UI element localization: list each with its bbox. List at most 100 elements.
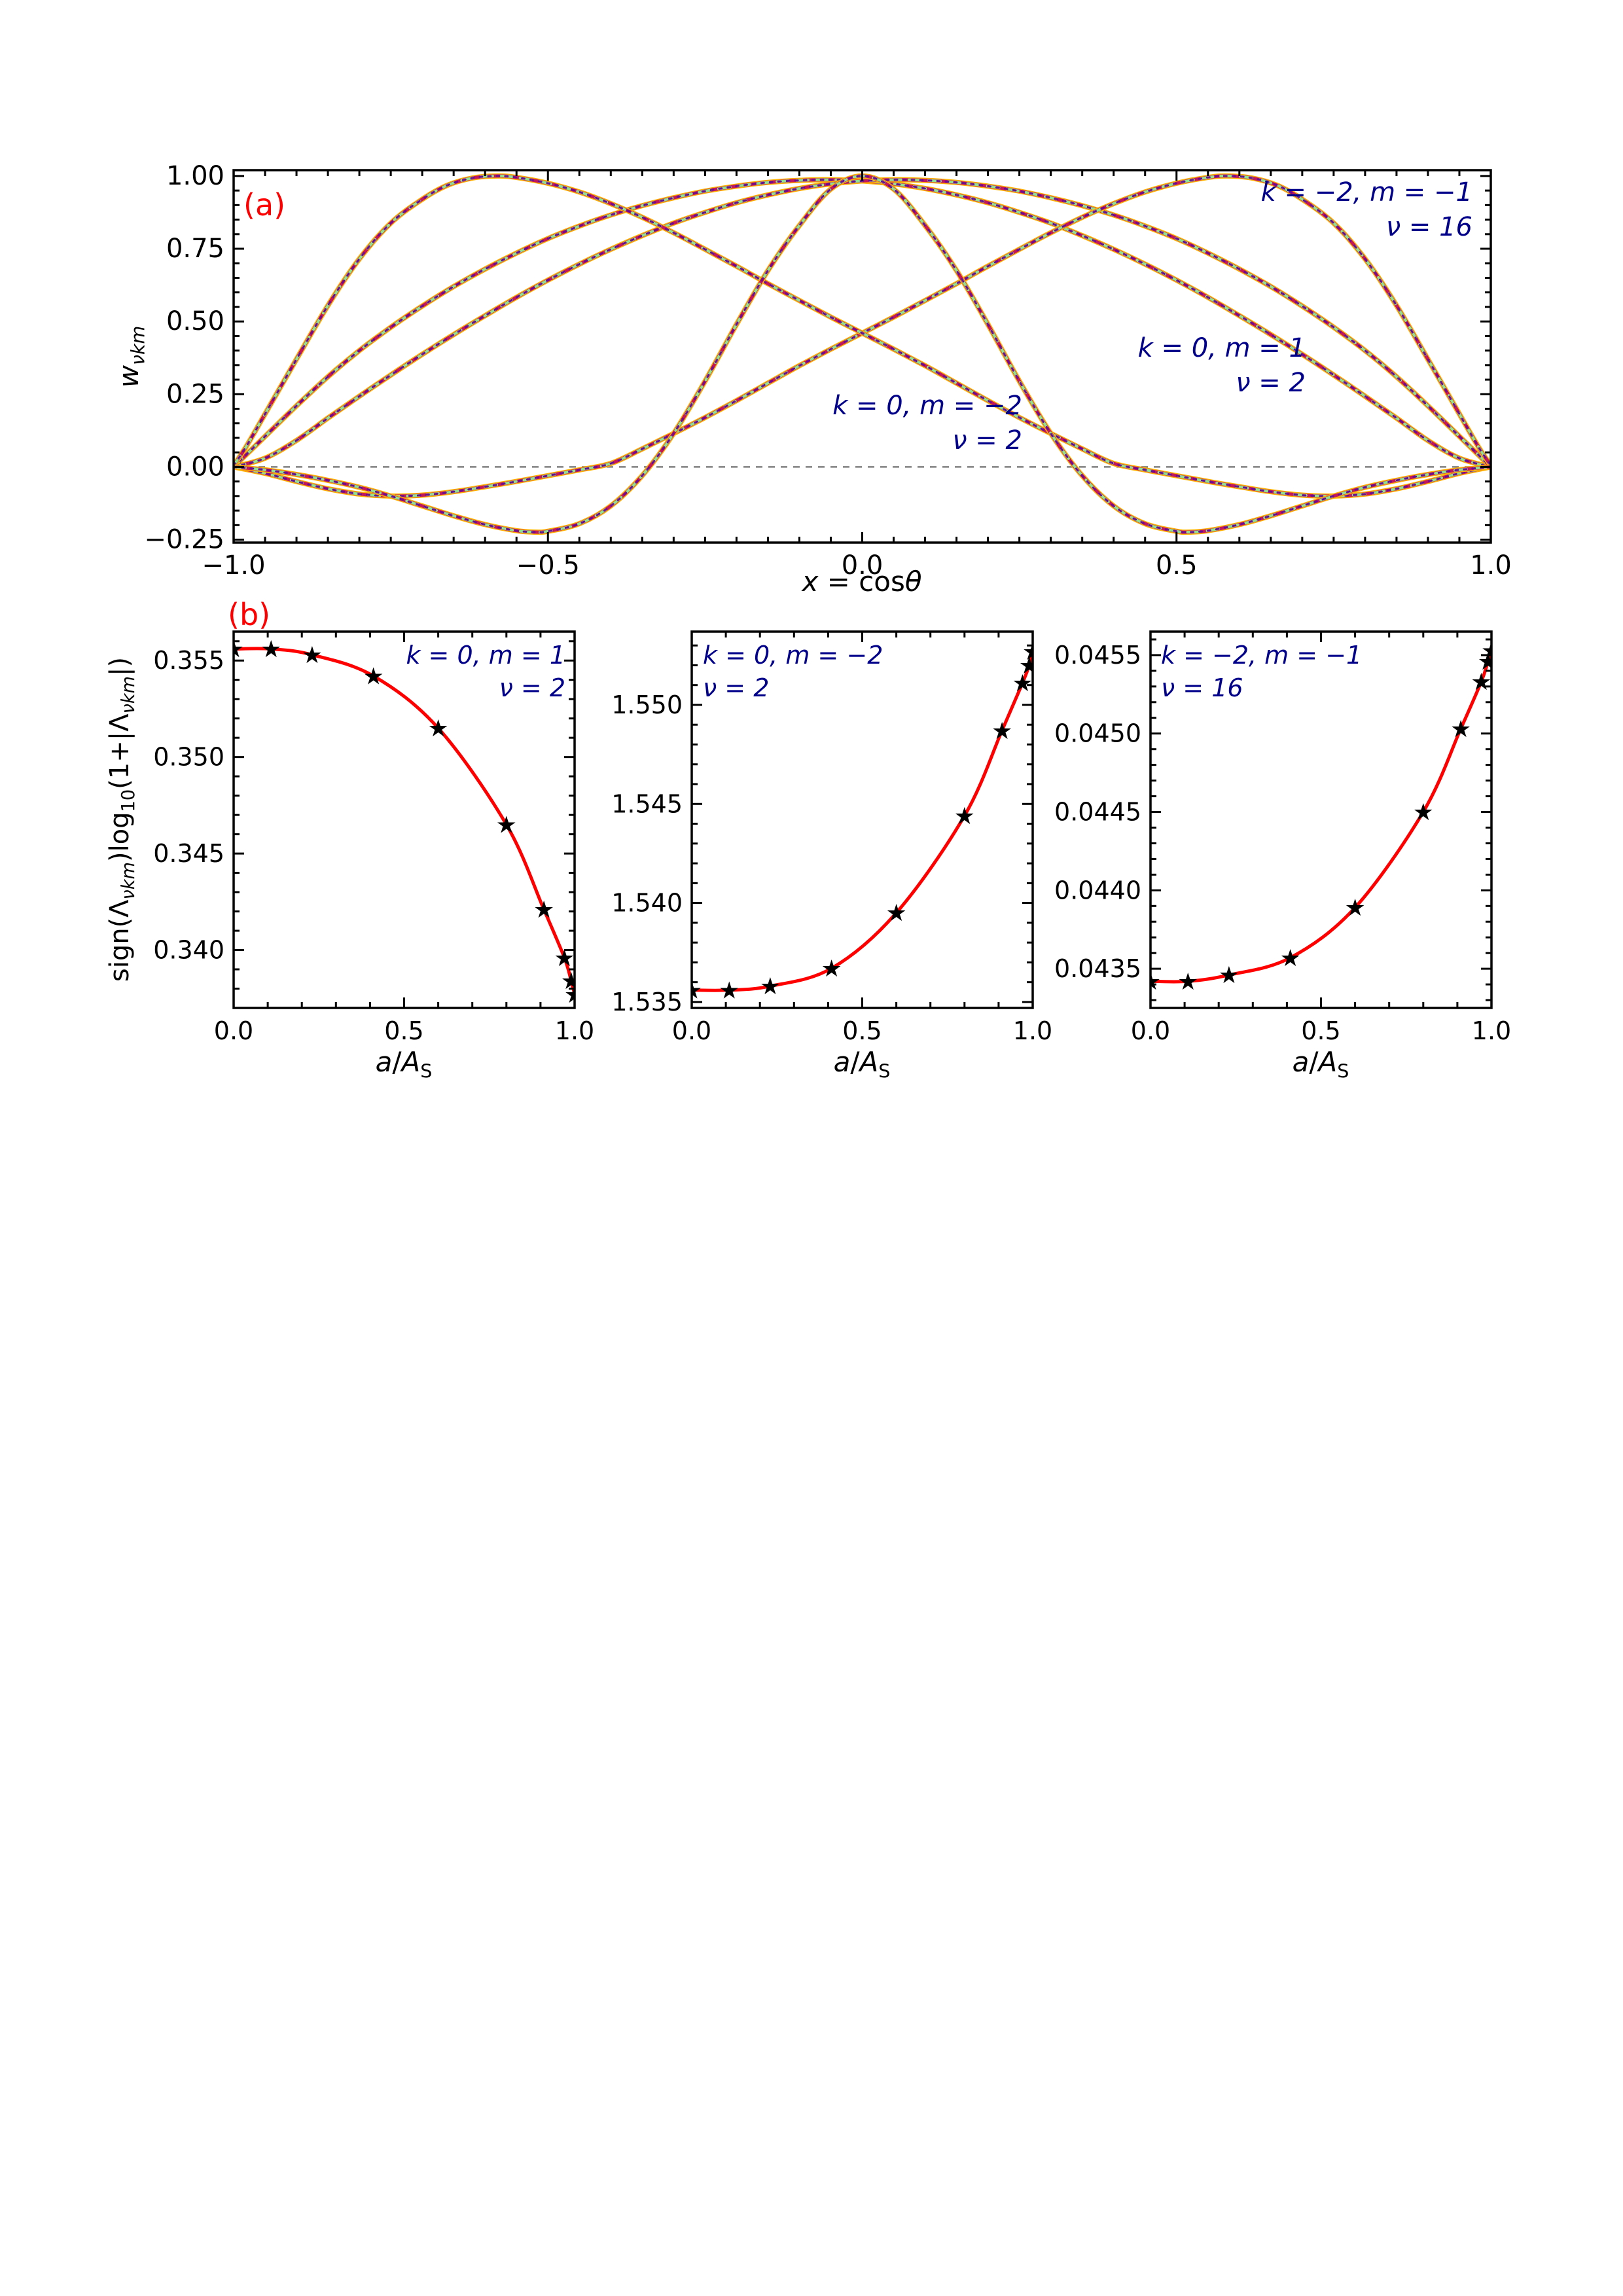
star-marker: ★	[1344, 895, 1365, 922]
annotation-line: ν = 2	[952, 425, 1022, 456]
star-marker: ★	[1413, 799, 1434, 826]
annotation-b3: k = −2, m = −1 ν = 16	[1161, 639, 1362, 704]
star-marker: ★	[681, 977, 702, 1004]
xlabel-a: a	[833, 1046, 851, 1078]
svg-text:0.5: 0.5	[1156, 550, 1198, 581]
svg-text:0.00: 0.00	[166, 452, 224, 482]
annotation-line: k = −2, m = −1	[1161, 641, 1363, 670]
star-marker: ★	[1019, 653, 1040, 679]
annotation-a-k0-m-2: k = 0, m = −2 ν = 2	[832, 389, 1022, 458]
svg-text:0.75: 0.75	[166, 234, 224, 264]
star-marker: ★	[760, 973, 781, 1000]
series-k-2-m-1-nu-16-bell	[234, 173, 1491, 499]
star-marker: ★	[821, 956, 842, 982]
svg-text:1.0: 1.0	[555, 1016, 594, 1045]
svg-text:0.5: 0.5	[1301, 1016, 1340, 1045]
svg-text:0.5: 0.5	[384, 1016, 423, 1045]
svg-text:1.0: 1.0	[1470, 550, 1512, 581]
svg-text:−1.0: −1.0	[202, 550, 265, 581]
star-marker: ★	[885, 900, 906, 927]
star-marker: ★	[1471, 669, 1491, 696]
panel-b2-xlabel: a/AS	[764, 1046, 960, 1082]
ylabel-lambda: (1+|Λ	[105, 713, 135, 789]
annotation-a-k0-m1: k = 0, m = 1 ν = 2	[1138, 331, 1306, 401]
xlabel-A: A	[1318, 1046, 1338, 1078]
svg-text:0.0455: 0.0455	[1054, 641, 1141, 670]
fit-curve	[692, 651, 1033, 992]
annotation-line: ν = 16	[1385, 211, 1472, 242]
svg-text:1.0: 1.0	[1472, 1016, 1511, 1045]
panel-a-xlabel: x = cosθ	[731, 565, 993, 598]
svg-text:1.0: 1.0	[1013, 1016, 1052, 1045]
svg-text:0.25: 0.25	[166, 379, 224, 409]
panel-b1-tick-labels: 0.0 0.5 1.0 0.340 0.345 0.350 0.355	[153, 646, 594, 1045]
panel-b3-xlabel: a/AS	[1222, 1046, 1419, 1082]
panel-b3-axes-frame	[1149, 630, 1493, 1009]
svg-text:0.0435: 0.0435	[1054, 954, 1141, 983]
svg-text:0.0: 0.0	[672, 1016, 711, 1045]
xlabel-slash: /	[1309, 1046, 1319, 1078]
panel-a-label: (a)	[243, 187, 286, 223]
svg-text:0.5: 0.5	[842, 1016, 882, 1045]
svg-text:0.0450: 0.0450	[1054, 719, 1141, 748]
star-marker: ★	[954, 803, 975, 830]
annotation-line: k = −2, m = −1	[1260, 177, 1472, 207]
annotation-line: ν = 2	[703, 673, 770, 703]
ylabel-log: )log	[105, 812, 135, 863]
panel-a: −1.0 −0.5 0.0 0.5 1.0 −0.25 0.00 0.25 0.50 0.75 1.…	[144, 161, 1511, 581]
data-point-markers: ★ ★ ★★★★★★★★	[1150, 637, 1502, 996]
star-marker: ★	[1012, 670, 1033, 697]
svg-text:0.50: 0.50	[166, 306, 224, 336]
panel-b3-tick-labels: 0.0 0.5 1.0 0.0435 0.0440 0.0445 0.0450 0.0455	[1054, 641, 1511, 1045]
annotation-line: ν = 2	[1236, 367, 1306, 398]
panel-b-ylabel: sign(Λνkm)log10(1+|Λνkm|)	[105, 525, 144, 1114]
svg-text:0.340: 0.340	[153, 936, 224, 965]
annotation-line: k = 0, m = 1	[406, 641, 565, 670]
panel-a-axes-frame	[232, 169, 1492, 544]
ylabel-sub-nukm2: νkm	[118, 675, 139, 714]
svg-text:0.0: 0.0	[842, 550, 883, 581]
panel-a-ylabel: wνkm	[113, 259, 152, 455]
star-marker: ★	[363, 663, 383, 690]
svg-text:1.545: 1.545	[611, 789, 683, 818]
annotation-b1: k = 0, m = 1 ν = 2	[406, 639, 565, 704]
annotation-line: k = 0, m = −2	[832, 391, 1022, 421]
panel-b1-xlabel: a/AS	[306, 1046, 502, 1082]
star-marker: ★	[302, 642, 323, 669]
ylabel-sub-nukm: νkm	[118, 862, 139, 900]
xlabel-A: A	[859, 1046, 879, 1078]
xlabel-A: A	[401, 1046, 421, 1078]
panel-b1-plot-area: ★ ★ ★★★★★★★★	[223, 636, 575, 1008]
svg-text:−0.25: −0.25	[144, 525, 224, 555]
panel-b-label: (b)	[228, 597, 271, 632]
ylabel-w-sub: νkm	[126, 325, 149, 365]
star-marker: ★	[496, 812, 517, 838]
ylabel-w: w	[113, 365, 145, 388]
star-marker: ★	[991, 718, 1012, 745]
star-marker: ★	[223, 636, 244, 663]
star-marker: ★	[1481, 637, 1502, 664]
ylabel-sign: sign(Λ	[105, 899, 135, 982]
xlabel-a: a	[1292, 1046, 1310, 1078]
svg-text:0.0: 0.0	[1131, 1016, 1170, 1045]
star-marker: ★	[1450, 716, 1471, 743]
xlabel-A-sub: S	[1337, 1060, 1349, 1083]
star-marker: ★	[1219, 962, 1240, 989]
svg-text:0.0445: 0.0445	[1054, 798, 1141, 827]
svg-text:0.0440: 0.0440	[1054, 876, 1141, 905]
annotation-line: ν = 2	[499, 673, 565, 703]
svg-text:1.00: 1.00	[166, 161, 224, 191]
fit-curve	[234, 647, 575, 996]
svg-text:−0.5: −0.5	[516, 550, 580, 581]
xlabel-x: x	[802, 565, 819, 598]
panel-b3: ★ ★ ★★★★★★★★0.0 0.5 1.00.04350.04400.04450.0…	[1054, 630, 1511, 1045]
annotation-line: ν = 16	[1161, 673, 1243, 703]
star-marker: ★	[1279, 945, 1300, 972]
series-k-0-m-1-nu-2-broad-bell-mirror-	[234, 177, 1491, 470]
panel-b2-tick-labels: 0.0 0.5 1.0 1.535 1.540 1.545 1.550	[611, 691, 1052, 1045]
panel-b2-ticks	[690, 632, 1034, 1008]
series-k-2-m-1-nu-16-bell-mirror-	[234, 173, 1491, 499]
figure-canvas: −1.0 −0.5 0.0 0.5 1.0 −0.25 0.00 0.25 0.50 0.75 1.…	[144, 161, 1511, 1045]
